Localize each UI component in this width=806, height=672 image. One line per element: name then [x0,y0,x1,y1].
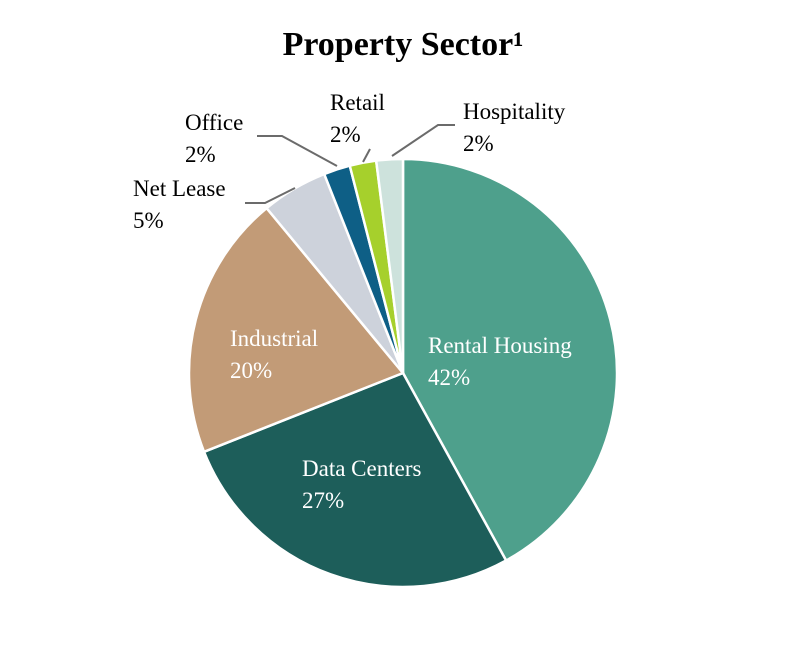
slice-label-industrial-value: 20% [230,358,272,383]
slice-label-retail-name: Retail [330,90,385,115]
leader-line-hospitality [391,124,455,157]
slice-label-rental-housing-name: Rental Housing [428,333,572,358]
pie-slice-hospitality [374,157,405,375]
slice-label-net-lease-name: Net Lease [133,176,226,201]
slice-label-rental-housing-value: 42% [428,365,470,390]
leader-line-office [257,135,338,167]
pie-slice-rental-housing [401,157,619,562]
slice-label-industrial-name: Industrial [230,326,318,351]
slice-label-data-centers-name: Data Centers [302,456,421,481]
slice-label-hospitality-name: Hospitality [463,99,566,124]
slice-label-hospitality-value: 2% [463,131,494,156]
slice-label-retail-value: 2% [330,122,361,147]
pie-slice-industrial [187,206,405,454]
leader-lines [245,124,455,204]
chart-title: Property Sector¹ [282,26,524,63]
leader-line-retail [362,148,371,163]
pie-slice-data-centers [202,371,508,589]
slice-labels: Rental Housing 42% Data Centers 27% Indu… [133,90,572,513]
leader-line-net-lease [245,187,296,204]
slice-label-net-lease-value: 5% [133,208,164,233]
slice-label-office-name: Office [185,110,243,135]
pie-slices [187,157,619,589]
slice-label-data-centers-value: 27% [302,488,344,513]
slice-label-office-value: 2% [185,142,216,167]
